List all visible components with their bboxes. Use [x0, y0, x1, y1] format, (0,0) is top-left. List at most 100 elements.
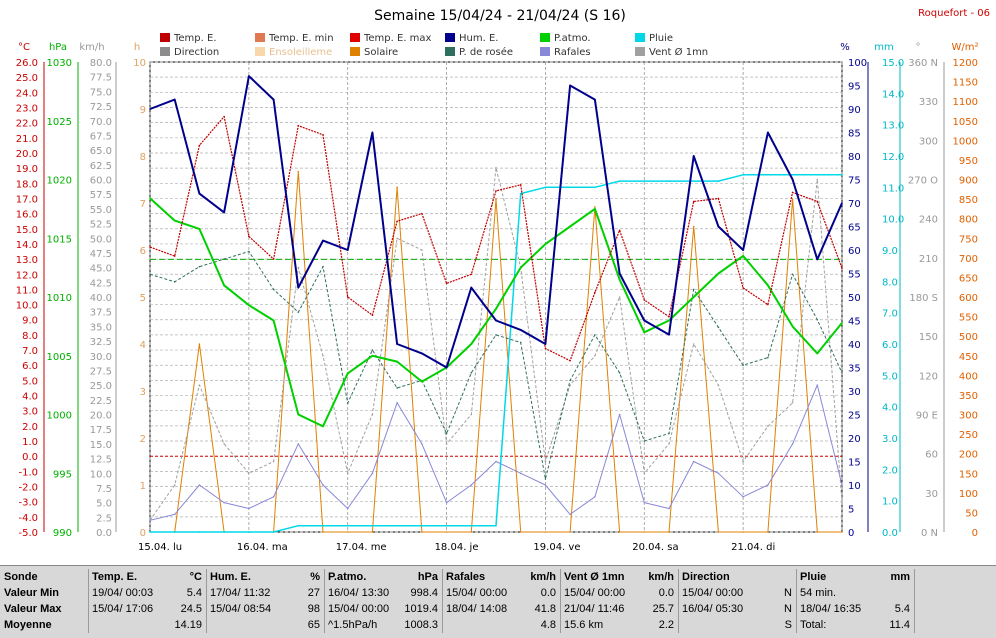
data-point-p-de-ros-e	[717, 326, 720, 329]
data-point-p-atmo	[594, 208, 596, 210]
pct-tick: 10	[848, 481, 861, 492]
data-point-p-atmo	[272, 319, 275, 322]
stats-sonde: Sonde Valeur Min Valeur Max Moyenne	[0, 569, 88, 635]
data-point-temp-e	[198, 144, 201, 147]
data-point-temp-e	[618, 229, 621, 232]
pct-tick: 15	[848, 458, 861, 469]
series-line-vent-1mn	[149, 167, 843, 521]
temp-tick: 7.0	[22, 346, 38, 357]
hpa-tick: 995	[53, 469, 72, 480]
temp-tick: 12.0	[16, 270, 38, 281]
data-point-hum-e	[470, 286, 473, 289]
temp-tick: 6.0	[22, 361, 38, 372]
data-point-temp-e	[643, 299, 646, 301]
pct-tick: 55	[848, 270, 861, 281]
data-point-solaire	[618, 531, 621, 533]
data-point-temp-e	[717, 197, 720, 200]
legend-label: Direction	[174, 47, 219, 58]
deg-tick: 90 E	[916, 411, 938, 422]
data-point-p-de-ros-e	[643, 440, 646, 442]
data-point-p-de-ros-e	[569, 379, 571, 382]
legend-swatch	[540, 47, 550, 56]
deg-tick: 30	[925, 489, 938, 500]
data-point-solaire	[495, 198, 497, 200]
stats-direction: Direction 15/04/ 00:00 N 16/04/ 05:30 N S	[678, 569, 796, 635]
legend-swatch	[160, 33, 170, 42]
stat-max-date: 16/04/ 05:30	[682, 603, 744, 615]
data-point-pluie	[717, 180, 720, 182]
data-point-rafales	[198, 484, 201, 486]
stat-mean-note: Total:	[800, 619, 827, 631]
data-point-rafales	[791, 443, 794, 445]
data-point-p-de-ros-e	[198, 265, 201, 268]
data-point-pluie	[149, 531, 151, 533]
data-point-hum-e	[816, 258, 819, 261]
stats-hum: Hum. E.% 17/04/ 11:32 27 15/04/ 08:54 98 65	[206, 569, 324, 635]
data-point-rafales	[692, 460, 695, 463]
data-point-p-de-ros-e	[149, 273, 151, 276]
data-point-vent-1mn	[742, 460, 744, 463]
stats-rafales: Rafales km/h 15/04/ 00:00 0.0 18/04/ 14:08 41…	[442, 569, 560, 635]
data-point-solaire	[569, 531, 571, 533]
data-point-rafales	[248, 507, 250, 510]
data-point-vent-1mn	[569, 384, 571, 386]
data-point-solaire	[816, 531, 819, 533]
h-tick: 0	[140, 528, 146, 539]
stat-max-value: 1019.4	[404, 603, 438, 615]
data-point-p-de-ros-e	[668, 432, 670, 435]
data-point-p-atmo	[371, 354, 374, 357]
data-point-solaire	[594, 206, 596, 208]
temp-tick: 13.0	[16, 255, 38, 266]
data-point-rafales	[421, 443, 423, 445]
data-point-vent-1mn	[544, 460, 547, 463]
temp-tick: 2.0	[22, 422, 38, 433]
pct-tick: 50	[848, 293, 861, 304]
wm2-tick: 900	[959, 176, 978, 187]
temp-tick: 25.0	[16, 73, 38, 84]
wm2-tick: 1100	[953, 97, 978, 108]
temp-tick: 15.0	[16, 225, 38, 236]
stat-max-value: 98	[307, 603, 320, 615]
data-point-temp-e	[297, 124, 300, 127]
data-point-pluie	[322, 524, 324, 527]
data-point-pluie	[841, 174, 843, 176]
data-point-pluie	[594, 186, 596, 189]
data-point-pluie	[618, 180, 621, 182]
data-point-rafales	[445, 501, 448, 504]
deg-tick: 180 S	[909, 293, 938, 304]
data-point-p-atmo	[223, 284, 225, 287]
wm2-tick: 300	[959, 411, 978, 422]
hpa-tick: 1025	[47, 117, 72, 128]
data-point-hum-e	[544, 343, 547, 345]
data-point-pluie	[173, 531, 176, 533]
data-point-p-de-ros-e	[767, 356, 769, 359]
data-point-hum-e	[248, 75, 250, 77]
data-point-vent-1mn	[767, 425, 769, 428]
data-point-p-de-ros-e	[322, 265, 324, 268]
hpa-tick: 990	[53, 528, 72, 539]
data-point-p-atmo	[618, 278, 621, 281]
data-point-hum-e	[791, 178, 794, 181]
data-point-hum-e	[223, 211, 225, 214]
data-point-hum-e	[371, 131, 374, 134]
stat-title: Rafales	[446, 571, 486, 583]
data-point-solaire	[322, 531, 324, 533]
pct-tick: 100	[848, 58, 867, 69]
wm2-tick: 50	[965, 508, 978, 519]
stat-min-value: 0.0	[658, 587, 674, 599]
data-point-hum-e	[297, 286, 300, 289]
data-point-p-de-ros-e	[371, 349, 374, 351]
data-point-pluie	[421, 524, 423, 527]
stat-max-value: N	[784, 603, 792, 615]
data-point-temp-e	[816, 200, 819, 203]
data-point-p-de-ros-e	[841, 372, 843, 374]
data-point-p-atmo	[297, 413, 300, 416]
pct-tick: 45	[848, 317, 861, 328]
stat-title: P.atmo.	[328, 571, 367, 583]
data-point-p-atmo	[495, 307, 497, 310]
data-point-solaire	[841, 531, 843, 533]
legend-label: Temp. E. max	[363, 33, 432, 44]
kmh-tick: 75.0	[90, 87, 112, 98]
data-point-rafales	[742, 495, 744, 498]
legend-label: Solaire	[364, 47, 398, 58]
